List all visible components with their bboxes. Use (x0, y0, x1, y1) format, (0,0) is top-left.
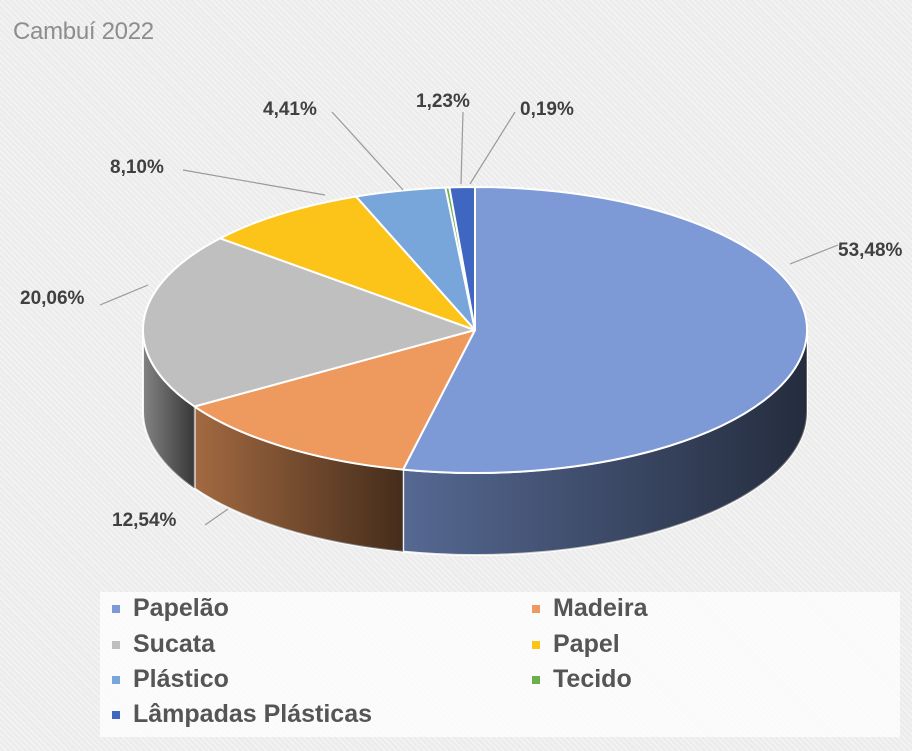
pie-slice-papelao (402, 186, 808, 474)
legend-label-lampadas-plasticas: Lâmpadas Plásticas (133, 700, 373, 728)
legend-swatch-madeira (532, 604, 540, 613)
pie-side-shade-madeira (194, 406, 404, 552)
legend-label-madeira: Madeira (553, 594, 648, 622)
legend-label-papelao: Papelão (133, 594, 229, 622)
legend-swatch-tecido (532, 675, 540, 684)
legend-item-madeira: Madeira (532, 594, 647, 623)
data-label-lampadas-plasticas: 1,23% (416, 91, 470, 112)
legend-label-sucata: Sucata (133, 630, 215, 658)
data-label-sucata: 20,06% (20, 288, 85, 309)
legend-item-papelao: Papelão (112, 594, 229, 623)
data-label-papelao: 53,48% (838, 240, 903, 261)
legend-label-papel: Papel (553, 630, 620, 658)
leader-line-madeira (204, 508, 229, 526)
legend-item-sucata: Sucata (112, 630, 215, 659)
legend-label-plastico: Plástico (133, 665, 229, 693)
pie-slice-papel (219, 195, 476, 331)
leader-line-papelao (789, 244, 839, 265)
leader-line-papel (182, 169, 326, 196)
legend-label-tecido: Tecido (553, 665, 632, 693)
legend-swatch-lampadas-plasticas (112, 710, 120, 719)
pie-slice-sucata (142, 237, 476, 408)
data-label-papel: 8,10% (110, 157, 164, 178)
data-label-madeira: 12,54% (112, 510, 177, 531)
legend-item-plastico: Plástico (112, 665, 229, 694)
legend-item-papel: Papel (532, 630, 620, 659)
pie-slice-madeira (193, 329, 476, 471)
pie-side-shade-papelao (403, 330, 807, 555)
data-label-tecido: 0,19% (520, 99, 574, 120)
pie-slice-lampadas-plasticas (448, 186, 476, 331)
legend-item-tecido: Tecido (532, 665, 632, 694)
chart-title: Cambuí 2022 (13, 18, 154, 45)
legend-swatch-papelao (112, 604, 120, 613)
legend: Papelão Madeira Sucata Papel Plástico Te… (100, 592, 900, 737)
leader-line-sucata (99, 284, 149, 306)
leader-line-plastico (331, 111, 404, 191)
legend-swatch-plastico (112, 675, 120, 684)
legend-swatch-sucata (112, 640, 120, 649)
legend-swatch-papel (532, 640, 540, 649)
leader-line-tecido (469, 111, 516, 185)
data-label-plastico: 4,41% (263, 99, 317, 120)
legend-item-lampadas-plasticas: Lâmpadas Plásticas (112, 700, 372, 729)
leader-line-lampadas-plasticas (460, 111, 464, 185)
